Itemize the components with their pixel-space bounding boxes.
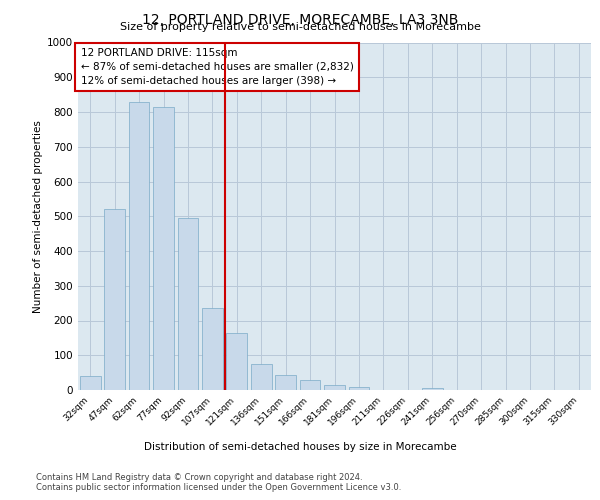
Bar xyxy=(80,376,101,390)
Text: 12, PORTLAND DRIVE, MORECAMBE, LA3 3NB: 12, PORTLAND DRIVE, MORECAMBE, LA3 3NB xyxy=(142,12,458,26)
Bar xyxy=(251,364,272,390)
Bar xyxy=(226,332,247,390)
Text: Contains HM Land Registry data © Crown copyright and database right 2024.: Contains HM Land Registry data © Crown c… xyxy=(36,472,362,482)
Bar xyxy=(128,102,149,390)
Bar xyxy=(349,387,370,390)
Text: Distribution of semi-detached houses by size in Morecambe: Distribution of semi-detached houses by … xyxy=(143,442,457,452)
Bar xyxy=(178,218,199,390)
Text: Contains public sector information licensed under the Open Government Licence v3: Contains public sector information licen… xyxy=(36,482,401,492)
Bar xyxy=(153,107,174,390)
Text: Size of property relative to semi-detached houses in Morecambe: Size of property relative to semi-detach… xyxy=(119,22,481,32)
Bar xyxy=(202,308,223,390)
Bar xyxy=(299,380,320,390)
Y-axis label: Number of semi-detached properties: Number of semi-detached properties xyxy=(33,120,43,312)
Text: 12 PORTLAND DRIVE: 115sqm
← 87% of semi-detached houses are smaller (2,832)
12% : 12 PORTLAND DRIVE: 115sqm ← 87% of semi-… xyxy=(80,48,353,86)
Bar xyxy=(104,210,125,390)
Bar xyxy=(275,376,296,390)
Bar xyxy=(324,386,345,390)
Bar xyxy=(422,388,443,390)
